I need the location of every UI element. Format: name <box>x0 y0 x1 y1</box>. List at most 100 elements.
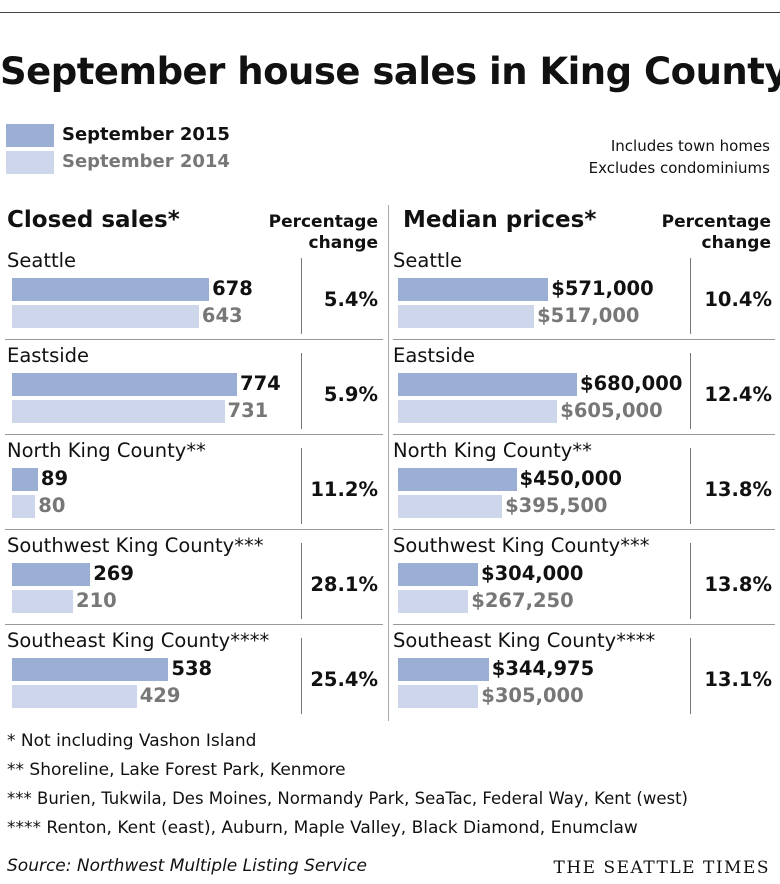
pct-column-rule <box>301 258 302 334</box>
bar-2014 <box>398 685 479 708</box>
bar-2015 <box>12 658 169 681</box>
category-label: Southeast King County**** <box>7 629 270 652</box>
row-divider <box>5 339 383 340</box>
legend-label-2014: September 2014 <box>62 151 230 172</box>
value-label-2015: 89 <box>40 467 69 490</box>
bar-2015 <box>398 563 478 586</box>
legend-swatch-2015 <box>6 124 54 147</box>
category-label: Seattle <box>393 249 463 272</box>
bar-2015 <box>12 563 91 586</box>
pct-change-value: 5.9% <box>323 383 378 406</box>
value-label-2015: 269 <box>93 562 134 585</box>
center-divider <box>388 205 389 721</box>
pct-change-value: 25.4% <box>310 668 378 691</box>
category-label: Eastside <box>393 344 476 367</box>
bar-2014 <box>12 685 137 708</box>
median-prices-title: Median prices* <box>403 207 597 233</box>
footnote-2: ** Shoreline, Lake Forest Park, Kenmore <box>7 760 346 780</box>
bar-2014 <box>12 495 36 518</box>
value-label-2014: 429 <box>139 684 181 707</box>
bar-2015 <box>398 373 577 396</box>
row-divider <box>5 434 383 435</box>
pct-column-rule <box>301 638 302 714</box>
pct-column-rule <box>690 543 691 619</box>
bar-2015 <box>12 278 210 301</box>
pct-change-value: 10.4% <box>704 288 772 311</box>
value-label-2015: 538 <box>171 657 213 680</box>
bar-2015 <box>12 468 38 491</box>
value-label-2015: $304,000 <box>481 562 584 585</box>
category-label: Eastside <box>7 344 90 367</box>
value-label-2014: $605,000 <box>560 399 663 422</box>
pct-change-value: 13.8% <box>704 573 772 596</box>
value-label-2014: $395,500 <box>505 494 608 517</box>
value-label-2015: 678 <box>212 277 253 300</box>
footnote-1: * Not including Vashon Island <box>7 731 257 751</box>
pct-change-value: 5.4% <box>323 288 378 311</box>
note-includes: Includes town homes <box>610 137 770 155</box>
value-label-2014: 210 <box>76 589 117 612</box>
footnote-3: *** Burien, Tukwila, Des Moines, Normand… <box>7 789 688 808</box>
median-prices-pct-header: Percentage change <box>640 212 771 254</box>
row-divider <box>393 434 775 435</box>
top-rule <box>0 12 780 13</box>
category-label: Southeast King County**** <box>393 629 656 652</box>
pct-change-value: 28.1% <box>310 573 378 596</box>
bar-2014 <box>398 400 558 423</box>
note-excludes: Excludes condominiums <box>588 159 770 177</box>
bar-2015 <box>12 373 237 396</box>
pct-column-rule <box>690 258 691 334</box>
legend-swatch-2014 <box>6 151 54 174</box>
row-divider <box>393 339 775 340</box>
bar-2015 <box>398 658 489 681</box>
bar-2015 <box>398 278 549 301</box>
closed-sales-pct-header: Percentage change <box>248 212 378 254</box>
source-line: Source: Northwest Multiple Listing Servi… <box>7 856 367 876</box>
category-label: Southwest King County*** <box>393 534 650 557</box>
value-label-2014: 731 <box>227 399 269 422</box>
pct-change-value: 11.2% <box>310 478 378 501</box>
pct-header-line1: Percentage <box>661 212 771 232</box>
value-label-2014: 643 <box>201 304 243 327</box>
row-divider <box>393 529 775 530</box>
value-label-2014: $267,250 <box>471 589 574 612</box>
value-label-2014: 80 <box>38 494 66 517</box>
pct-column-rule <box>690 353 691 429</box>
footnote-4: **** Renton, Kent (east), Auburn, Maple … <box>7 818 638 838</box>
bar-2014 <box>12 590 73 613</box>
category-label: Southwest King County*** <box>7 534 264 557</box>
pct-column-rule <box>301 353 302 429</box>
bar-2014 <box>12 305 199 328</box>
bar-2014 <box>12 400 225 423</box>
pct-column-rule <box>690 448 691 524</box>
category-label: Seattle <box>7 249 77 272</box>
bar-2014 <box>398 305 535 328</box>
value-label-2014: $517,000 <box>537 304 640 327</box>
value-label-2014: $305,000 <box>481 684 584 707</box>
value-label-2015: $571,000 <box>551 277 654 300</box>
pct-column-rule <box>301 448 302 524</box>
legend-label-2015: September 2015 <box>62 124 230 145</box>
value-label-2015: $344,975 <box>491 657 595 680</box>
category-label: North King County** <box>393 439 592 462</box>
pct-header-line2: change <box>308 233 378 253</box>
closed-sales-title: Closed sales* <box>7 207 180 233</box>
bar-2015 <box>398 468 517 491</box>
pct-change-value: 13.8% <box>704 478 772 501</box>
pct-column-rule <box>301 543 302 619</box>
chart-title: September house sales in King County <box>0 50 780 93</box>
bar-2014 <box>398 590 469 613</box>
row-divider <box>5 624 383 625</box>
pct-change-value: 12.4% <box>704 383 772 406</box>
value-label-2015: $680,000 <box>580 372 683 395</box>
pct-change-value: 13.1% <box>704 668 772 691</box>
value-label-2015: $450,000 <box>519 467 622 490</box>
value-label-2015: 774 <box>240 372 281 395</box>
category-label: North King County** <box>7 439 206 462</box>
row-divider <box>5 529 383 530</box>
row-divider <box>393 624 775 625</box>
pct-header-line2: change <box>701 233 771 253</box>
pct-header-line1: Percentage <box>268 212 378 232</box>
publisher-credit: THE SEATTLE TIMES <box>553 858 770 878</box>
bar-2014 <box>398 495 503 518</box>
